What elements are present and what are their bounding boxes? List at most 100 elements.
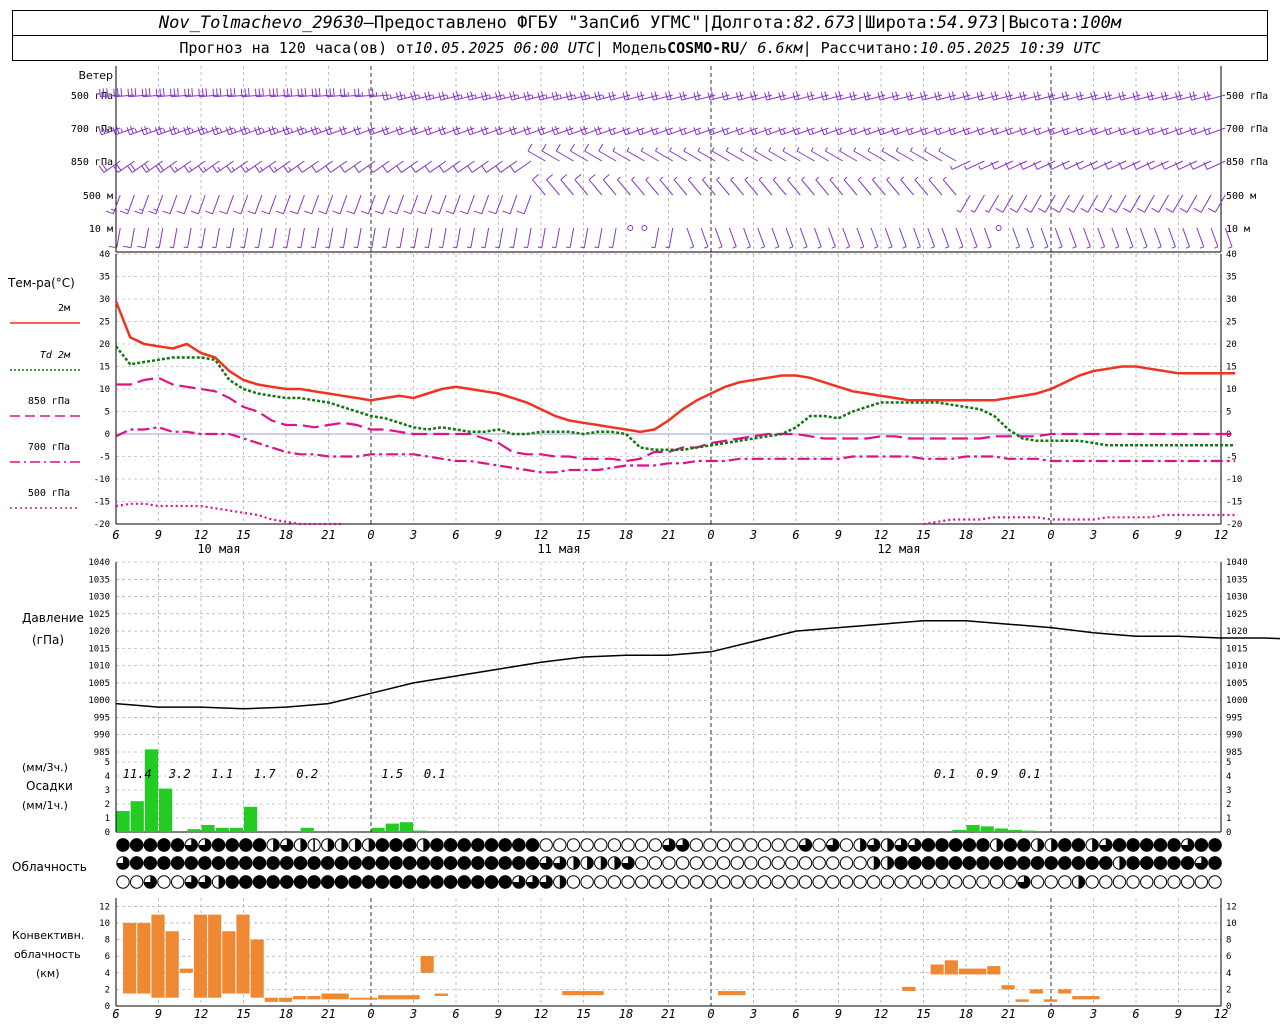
wind-barb-staff (842, 227, 851, 247)
time-tick-label-bottom: 18 (279, 1007, 293, 1021)
wind-barb-staff (312, 94, 333, 98)
wind-barb-staff (1120, 94, 1141, 101)
wind-barb-flag (409, 127, 414, 136)
wind-barb-flag (872, 176, 876, 181)
wind-barb-flag (339, 127, 343, 136)
wind-barb-flag (990, 92, 994, 101)
cloud-symbol-fill (676, 838, 689, 852)
cloud-symbol-fill (559, 875, 566, 889)
wind-barb-staff (1051, 160, 1070, 170)
wind-barb-staff (695, 94, 716, 101)
wind-barb-flag (824, 147, 828, 152)
cloud-symbol (430, 856, 444, 870)
cloud-symbol-circle (1194, 875, 1209, 889)
wind-barb-flag (796, 91, 800, 100)
wind-barb-flag (640, 147, 644, 152)
cloud-symbol-fill (443, 838, 458, 852)
cloud-symbol (648, 856, 663, 870)
cloud-symbol (184, 875, 198, 889)
cloud-symbol (170, 838, 185, 852)
time-tick-label-bottom: 15 (576, 1007, 590, 1021)
wind-barb (219, 194, 235, 215)
wind-barb-flag (920, 92, 924, 101)
wind-barb (481, 160, 504, 173)
wind-barb-flag (665, 92, 669, 101)
cloud-symbol (1112, 875, 1127, 889)
cloud-symbol (157, 875, 171, 889)
wind-barb-flag (882, 129, 885, 134)
wind-barb-staff (326, 94, 347, 98)
wind-barb-flag (113, 88, 115, 97)
wind-barb-flag (275, 210, 284, 215)
wind-barb-flag (758, 176, 763, 181)
wind-barb (523, 227, 532, 249)
cloud-symbol (730, 856, 744, 870)
cloud-symbol (607, 856, 622, 870)
wind-barb-flag (1118, 161, 1123, 170)
pressure-tick-left: 995 (94, 713, 110, 723)
wind-barb-flag (240, 88, 243, 97)
wind-barb (1224, 227, 1233, 249)
wind-barb (551, 91, 574, 101)
wind-barb-staff (1064, 127, 1084, 136)
wind-barb-staff (456, 227, 461, 248)
temp-tick-right: 30 (1226, 295, 1237, 305)
cloud-symbol (744, 856, 758, 870)
cloud-symbol (239, 875, 253, 889)
wind-barb-flag (1094, 129, 1097, 134)
cloud-symbol-fill (457, 838, 471, 852)
wind-barb-staff (843, 179, 858, 196)
pressure-tick-right: 990 (1226, 731, 1242, 741)
wind-barb (1089, 127, 1113, 136)
wind-barb-flag (778, 127, 782, 136)
cloud-symbol (894, 856, 908, 870)
cloud-symbol-fill (211, 856, 226, 870)
temp-tick-left: -10 (94, 475, 110, 485)
cloud-symbol-fill (948, 838, 963, 852)
wind-barb-flag (698, 129, 701, 134)
wind-barb-staff (937, 127, 957, 136)
wind-barb-flag (1107, 91, 1111, 100)
wind-barb-staff (452, 194, 461, 214)
pressure-tick-right: 1025 (1226, 610, 1248, 620)
cloud-symbol (1085, 856, 1099, 870)
wind-barb-flag (951, 91, 955, 100)
wind-barb-flag (934, 127, 938, 136)
cloud-symbol (1017, 856, 1031, 870)
wind-barb-flag (127, 165, 133, 173)
cloud-symbol (239, 856, 253, 870)
wind-barb (1104, 160, 1127, 170)
wind-barb-flag (438, 127, 442, 136)
cloud-symbol (211, 875, 226, 889)
cloud-symbol-fill (799, 838, 812, 852)
wind-barb-flag (226, 246, 231, 249)
wind-barb-flag (859, 246, 864, 249)
cloud-symbol-circle (1167, 875, 1181, 889)
time-tick-label: 18 (619, 528, 633, 542)
wind-barb (1012, 227, 1021, 249)
wind-barb (332, 194, 348, 215)
wind-barb-staff (612, 227, 617, 248)
cloud-symbol-fill (225, 856, 239, 870)
wind-barb-flag (537, 127, 542, 136)
cloud-symbol (430, 875, 444, 889)
day-label: 12 мая (877, 542, 920, 556)
wind-barb (410, 160, 433, 173)
wind-barb-flag (1157, 246, 1162, 249)
wind-barb-staff (1092, 94, 1113, 101)
cloud-symbol (293, 875, 308, 889)
cloud-symbol (1044, 875, 1058, 889)
wind-barb (928, 176, 943, 196)
wind-barb (969, 227, 978, 249)
wind-barb-flag (254, 246, 259, 249)
wind-barb (877, 127, 900, 136)
cloud-symbol (225, 875, 239, 889)
conv-bar (562, 991, 604, 996)
cloud-symbol (198, 838, 212, 852)
conv-bar (208, 914, 222, 998)
precip-tick-right: 2 (1226, 800, 1231, 810)
wind-barb-flag (240, 165, 246, 173)
conv-bar (1001, 985, 1015, 990)
cloud-symbol-circle (607, 838, 622, 852)
wind-barb-staff (1186, 194, 1198, 213)
